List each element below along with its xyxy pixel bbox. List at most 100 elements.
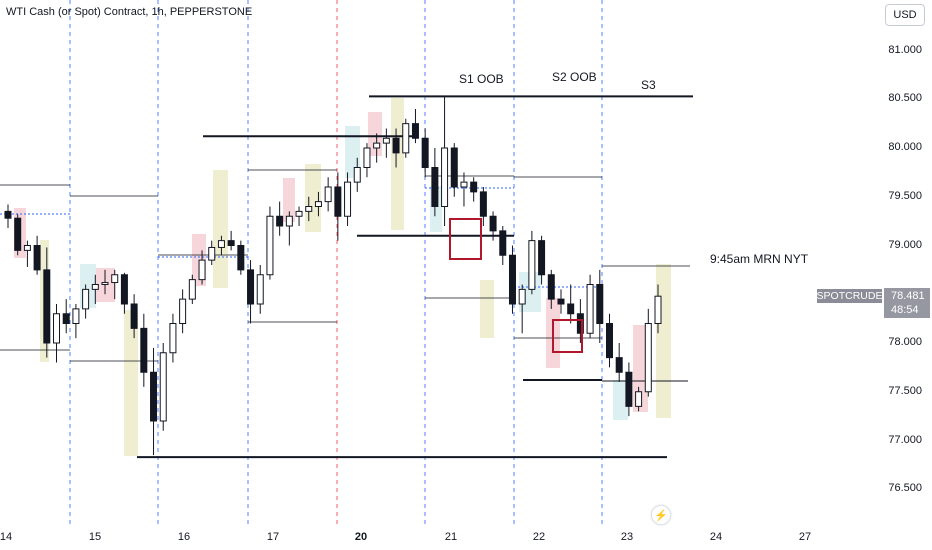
annotation-s1-oob: S1 OOB [459,72,504,86]
candle-body [382,137,390,144]
candle-body [499,230,507,256]
time-axis-label: 16 [177,531,191,543]
price-axis-label: 77.000 [888,433,922,446]
candle-body [508,254,516,305]
session-zone [124,310,138,456]
session-zone [633,325,648,412]
candle-body [111,274,119,284]
candle-body [43,269,51,344]
candle-body [140,327,148,373]
marker-box-s2 [552,319,583,353]
candle-body [53,313,61,344]
session-zone [391,98,404,230]
candle-body [470,181,478,193]
candle-body [101,282,109,285]
bar-countdown: 48:54 [891,304,919,316]
candle-body [373,142,381,149]
candle-body [431,167,439,207]
time-axis-label: 14 [0,531,13,543]
candle-body [266,215,274,276]
price-axis-label: 78.000 [888,336,922,348]
candle-body [547,274,555,300]
symbol-tag: SPOTCRUDE [816,289,883,303]
candle-body [567,303,575,315]
candle-body [324,186,332,203]
candle-body [314,201,322,207]
time-axis-label: 23 [620,531,634,543]
candle-body [576,313,584,334]
candle-body [363,147,371,168]
candle-body [460,181,468,188]
lightning-icon[interactable]: ⚡ [651,505,671,525]
candle-body [344,181,352,217]
price-axis-label: 77.500 [888,384,922,397]
candle-body [557,298,565,305]
time-axis-label: 17 [266,531,280,543]
candle-body [276,215,284,227]
candle-body [538,240,546,276]
candle-body [479,191,487,217]
price-axis-label: 81.000 [888,43,922,56]
candle-body [654,295,662,325]
candle-body [33,245,41,271]
price-axis-label: 76.500 [888,482,922,495]
annotation-note: 9:45am MRN NYT [710,252,809,266]
candle-body [586,284,594,334]
session-zone [345,126,360,178]
candle-body [188,279,196,300]
candle-body [14,217,22,251]
session-zone [213,170,228,288]
candle-body [120,274,128,305]
candle-body [489,215,497,232]
candle-body [62,313,70,324]
price-axis-label: 80.000 [888,141,922,153]
time-axis-label: 15 [88,531,102,543]
price-axis-label: 79.000 [888,238,922,251]
candle-body [4,210,12,219]
marker-box-s1 [449,218,482,260]
candle-body [198,259,206,281]
candle-body [150,371,158,422]
candle-body [644,323,652,393]
candle-body [334,186,342,217]
time-axis-label: 21 [444,531,458,543]
candle-body [596,284,604,324]
candle-body [23,245,31,251]
candle-body [256,274,264,305]
candle-body [247,269,255,305]
candle-body [82,288,90,310]
candle-body [72,308,80,324]
price-axis-label: 79.500 [888,189,922,202]
candle-body [402,123,410,154]
candle-body [208,246,216,261]
candle-body [528,240,536,290]
candle-body [411,123,419,139]
candle-body [295,210,303,217]
candle-body [237,245,245,271]
candle-body [353,167,361,183]
candle-body [450,147,458,188]
candle-body [605,323,613,359]
candle-body [392,137,400,154]
candle-body [615,357,623,373]
candle-body [179,298,187,324]
session-zone [283,178,295,222]
time-axis-label: 24 [709,531,723,543]
annotation-s3: S3 [641,78,656,92]
candle-body [285,215,293,227]
price-axis-label: 80.500 [888,92,922,105]
candle-body [305,206,313,212]
last-price-tag: 78.481 48:54 [884,288,930,318]
candle-body [91,284,99,290]
currency-button[interactable]: USD [885,4,925,26]
last-price: 78.481 [891,290,925,302]
time-axis-label: 22 [532,531,546,543]
time-axis-label: 20 [354,531,368,543]
candle-body [227,240,235,246]
annotation-s2-oob: S2 OOB [552,70,597,84]
candle-body [518,288,526,305]
candle-body [159,352,167,422]
candle-body [217,240,225,248]
candle-body [421,137,429,168]
